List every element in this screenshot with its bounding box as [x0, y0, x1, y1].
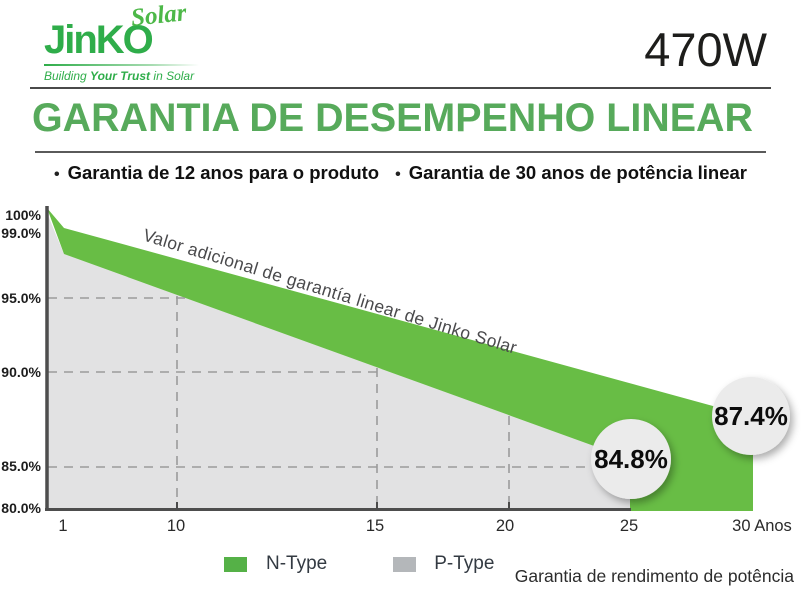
legend-swatch-p-type	[393, 556, 417, 572]
bullet-dot-icon: •	[54, 166, 60, 183]
x-axis-tick-label: 20	[496, 517, 514, 535]
x-axis-tick-label: 15	[366, 517, 384, 535]
legend-label-n-type: N-Type	[266, 553, 328, 574]
jinko-logo-wordmark: JinKO	[44, 18, 154, 62]
y-axis-tick-label: 99.0%	[1, 225, 41, 241]
tagline-building: Building	[44, 69, 87, 83]
title-divider	[35, 151, 766, 153]
n-type-area	[47, 208, 753, 511]
tagline-rest: in Solar	[153, 69, 195, 83]
y-axis-tick-label: 80.0%	[1, 500, 41, 516]
callout-circle	[712, 377, 790, 455]
performance-chart: 100% 99.0% 95.0% 90.0% 85.0% 80.0% 1 10 …	[1, 206, 792, 535]
jinko-logo-solar-script: Solar	[129, 0, 188, 32]
p-type-area	[47, 213, 630, 510]
chart-caption: Garantia de rendimento de potência	[514, 566, 794, 586]
y-axis-tick-label: 90.0%	[1, 364, 41, 380]
logo-underline	[44, 64, 199, 66]
y-axis-tick-label: 95.0%	[1, 290, 41, 306]
warranty-bullet-product-text: Garantia de 12 anos para o produto	[67, 162, 380, 183]
x-axis-tick-label: 1	[58, 517, 67, 535]
x-axis-tick-label: 25	[620, 517, 638, 535]
legend-label-p-type: P-Type	[434, 553, 495, 574]
y-axis-tick-label: 85.0%	[1, 458, 41, 474]
warranty-bullet-product: • Garantia de 12 anos para o produto	[54, 162, 379, 184]
logo-tagline: Building Your Trust in Solar	[44, 69, 194, 83]
wattage-label: 470W	[644, 23, 767, 76]
header-divider	[30, 87, 771, 89]
legend-swatch-n-type	[224, 556, 247, 572]
x-axis-tick-label: 30 Anos	[732, 517, 792, 535]
callout-value-p-type: 84.8%	[594, 444, 668, 474]
x-axis-tick-label: 10	[167, 517, 185, 535]
page-title: GARANTIA DE DESEMPENHO LINEAR	[32, 96, 753, 140]
y-axis-tick-label: 100%	[5, 207, 41, 223]
bullet-dot-icon: •	[395, 166, 401, 183]
chart-legend: N-Type P-Type	[224, 553, 494, 575]
tagline-emphasis: Your Trust	[90, 69, 151, 83]
callout-value-n-type: 87.4%	[714, 401, 788, 431]
callout-circle	[591, 419, 671, 499]
callout-n-type: 87.4%	[712, 377, 790, 455]
warranty-bullets: • Garantia de 12 anos para o produto • G…	[0, 162, 801, 184]
callout-p-type: 84.8%	[591, 419, 671, 499]
warranty-bullet-power-text: Garantia de 30 anos de potência linear	[408, 162, 747, 183]
warranty-bullet-power: • Garantia de 30 anos de potência linear	[395, 162, 747, 184]
